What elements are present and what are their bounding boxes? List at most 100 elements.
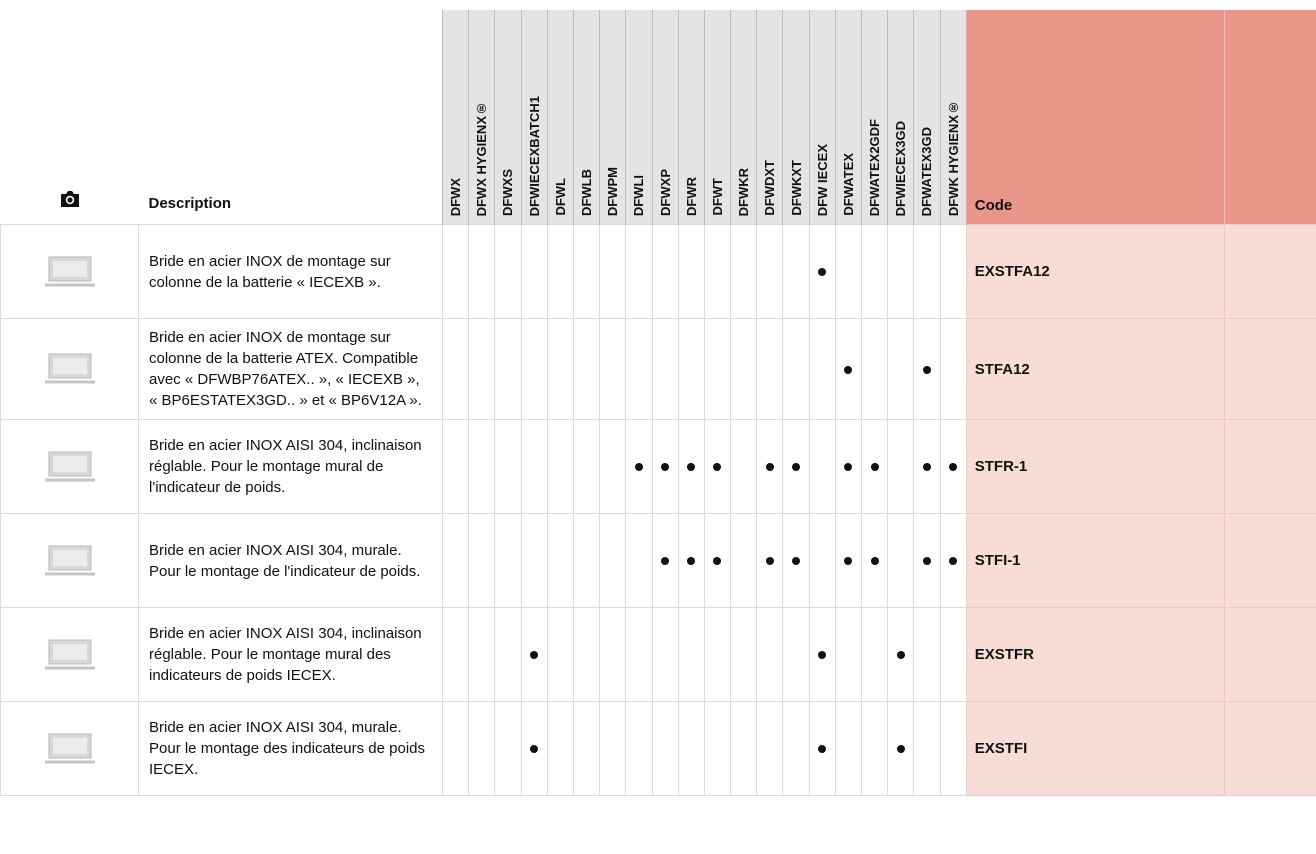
model-cell — [625, 701, 653, 796]
compatibility-dot — [661, 557, 670, 565]
compatibility-dot — [844, 557, 853, 565]
description: Bride en acier INOX AISI 304, inclinaiso… — [138, 607, 443, 702]
model-cell — [860, 513, 889, 608]
product-photo — [44, 733, 95, 763]
model-name: DFWKXT — [788, 160, 804, 216]
compatibility-dot — [713, 463, 722, 471]
model-cell — [494, 419, 522, 514]
model-cell — [441, 607, 470, 702]
model-cell — [913, 224, 941, 319]
model-header: DFWX HYGIENX® — [468, 10, 496, 225]
extra-cell — [1223, 419, 1316, 514]
camera-icon — [60, 191, 79, 207]
model-cell — [834, 419, 863, 514]
model-cell — [756, 419, 784, 514]
compatibility-dot — [949, 557, 958, 565]
model-cell — [860, 607, 889, 702]
photo-cell — [0, 701, 139, 796]
model-cell — [651, 419, 679, 514]
model-header: DFWIECEX3GD — [887, 10, 915, 225]
model-header: DFWKXT — [782, 10, 810, 225]
model-name: DFWXP — [657, 169, 673, 216]
model-cell — [782, 419, 810, 514]
model-cell — [546, 419, 574, 514]
model-header: DFWATEX3GD — [913, 10, 941, 225]
model-cell — [520, 224, 548, 319]
model-cell — [520, 419, 548, 514]
compatibility-dot — [896, 651, 905, 659]
photo-header — [1, 10, 139, 225]
product-code: STFR-1 — [965, 419, 1225, 514]
model-cell — [468, 513, 496, 608]
model-cell — [520, 701, 548, 796]
model-cell — [939, 419, 967, 514]
description: Bride en acier INOX AISI 304, inclinaiso… — [138, 419, 443, 514]
product-photo — [44, 256, 95, 286]
model-name: DFWPM — [605, 166, 621, 216]
model-name: DFWIECEXBATCH1 — [526, 95, 542, 216]
model-name: DFWX — [448, 177, 464, 216]
model-name: DFWX HYGIENX® — [474, 100, 490, 216]
header-row: Description DFWX DFWX HYGIENX® DFWXS DFWIEC… — [1, 10, 1316, 225]
model-cell — [730, 607, 758, 702]
model-cell — [756, 701, 784, 796]
model-header: DFWLB — [572, 10, 601, 225]
compatibility-dot — [844, 463, 853, 471]
model-name: DFWLB — [579, 169, 595, 216]
product-photo — [44, 545, 95, 575]
model-header: DFWLI — [625, 10, 653, 225]
model-header: DFWL — [546, 10, 574, 225]
compatibility-dot — [844, 365, 853, 374]
model-name: DFWT — [709, 178, 725, 216]
compatibility-dot — [530, 651, 539, 659]
product-code: STFI-1 — [965, 513, 1225, 608]
model-cell — [939, 318, 967, 420]
product-code: EXSTFR — [965, 607, 1225, 702]
model-cell — [782, 318, 810, 420]
model-cell — [887, 607, 915, 702]
model-cell — [860, 224, 889, 319]
model-cell — [494, 224, 522, 319]
product-row: Bride en acier INOX AISI 304, murale. Po… — [0, 513, 1316, 608]
model-name: DFWATEX3GD — [919, 126, 935, 216]
model-cell — [494, 318, 522, 420]
model-header: DFWATEX — [834, 10, 863, 225]
photo-cell — [0, 513, 139, 608]
compatibility-dot — [792, 463, 801, 471]
model-cell — [703, 224, 732, 319]
compatibility-dot — [818, 268, 827, 276]
model-cell — [808, 607, 836, 702]
model-cell — [677, 513, 705, 608]
model-cell — [860, 419, 889, 514]
model-cell — [572, 607, 601, 702]
model-cell — [913, 513, 941, 608]
model-cell — [599, 224, 627, 319]
model-cell — [756, 607, 784, 702]
model-cell — [834, 607, 863, 702]
model-cell — [677, 224, 705, 319]
model-cell — [887, 419, 915, 514]
model-name: DFWR — [683, 177, 699, 216]
model-cell — [468, 224, 496, 319]
compatibility-dot — [792, 557, 801, 565]
model-cell — [913, 607, 941, 702]
model-cell — [939, 701, 967, 796]
model-cell — [494, 701, 522, 796]
product-row: Bride en acier INOX de montage sur colon… — [0, 318, 1316, 420]
compatibility-table: Description DFWX DFWX HYGIENX® DFWXS DFWIEC… — [0, 10, 1316, 796]
product-photo — [44, 451, 95, 481]
model-cell — [756, 224, 784, 319]
model-name: DFWK HYGIENX® — [945, 99, 961, 216]
model-cell — [782, 513, 810, 608]
model-cell — [808, 318, 836, 420]
model-cell — [860, 701, 889, 796]
model-cell — [520, 607, 548, 702]
model-cell — [834, 224, 863, 319]
model-cell — [625, 318, 653, 420]
model-cell — [441, 318, 470, 420]
model-cell — [599, 701, 627, 796]
compatibility-dot — [949, 463, 958, 471]
model-cell — [599, 318, 627, 420]
model-header: DFWXS — [494, 10, 522, 225]
model-cell — [625, 419, 653, 514]
